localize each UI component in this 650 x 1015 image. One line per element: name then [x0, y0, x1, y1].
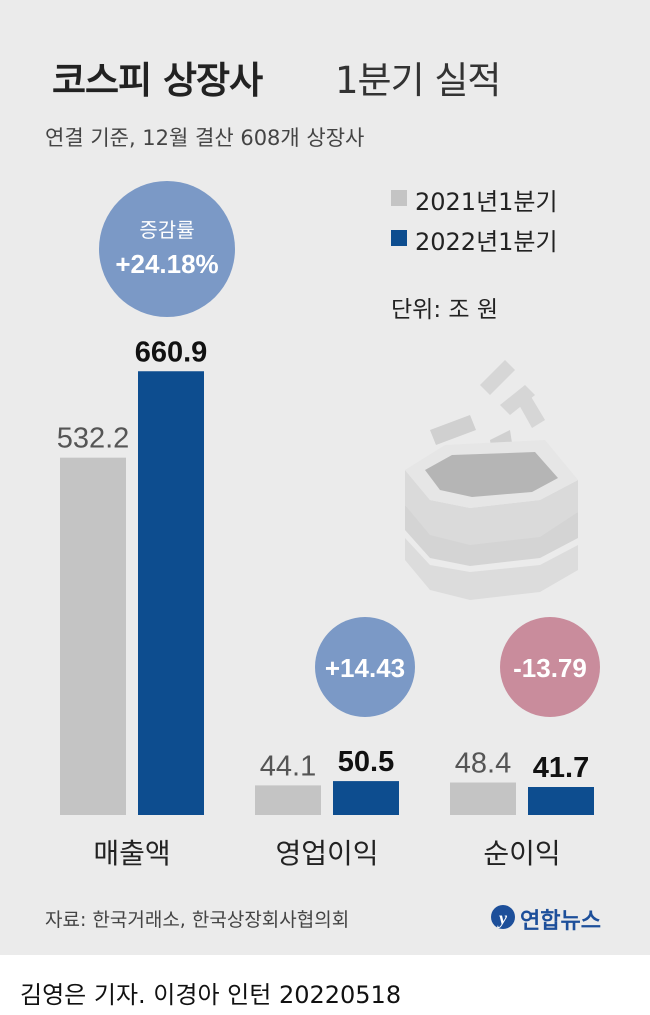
change-bubble-영업이익 — [315, 617, 415, 717]
data-label-매출액-2021년1분기: 532.2 — [57, 423, 130, 455]
bar-순이익-2022년1분기 — [528, 787, 594, 815]
data-label-영업이익-2021년1분기: 44.1 — [260, 750, 316, 782]
legend-label-2021: 2021년1분기 — [415, 188, 558, 216]
unit-label: 단위: 조 원 — [391, 297, 499, 323]
data-label-순이익-2022년1분기: 41.7 — [533, 752, 589, 784]
change-value-영업이익: +14.43 — [325, 653, 405, 683]
credit-line: 김영은 기자. 이경아 인턴 20220518 — [20, 981, 402, 1009]
legend-label-2022: 2022년1분기 — [415, 228, 558, 256]
change-bubble-매출액 — [99, 181, 235, 317]
bar-chart: 532.2 660.9 매출액 증감률 +24.18% 44.1 50.5 영업이익 +14.4… — [57, 181, 600, 870]
change-heading-매출액: 증감률 — [139, 218, 194, 242]
data-label-영업이익-2022년1분기: 50.5 — [338, 746, 394, 778]
yonhap-logo-icon: y — [491, 905, 515, 929]
cash-box-illustration — [405, 360, 578, 600]
svg-text:y: y — [497, 908, 508, 928]
bar-영업이익-2022년1분기 — [333, 781, 399, 815]
yonhap-logo: y 연합뉴스 — [488, 900, 601, 938]
bar-매출액-2021년1분기 — [60, 457, 126, 815]
source-note: 자료: 한국거래소, 한국상장회사협의회 — [45, 909, 350, 931]
category-label-순이익: 순이익 — [483, 837, 560, 870]
chart-title: 코스피 상장사 — [52, 59, 263, 102]
category-label-영업이익: 영업이익 — [275, 837, 378, 870]
category-label-매출액: 매출액 — [93, 837, 170, 870]
chart-title-suffix: 1분기 실적 — [335, 59, 501, 102]
chart-subtitle: 연결 기준, 12월 결산 608개 상장사 — [45, 126, 365, 150]
bar-매출액-2022년1분기 — [138, 371, 204, 815]
yonhap-logo-text: 연합뉴스 — [520, 909, 601, 934]
legend-swatch-2022 — [391, 230, 407, 246]
bar-영업이익-2021년1분기 — [255, 785, 321, 815]
legend-swatch-2021 — [391, 190, 407, 206]
change-bubble-순이익 — [500, 617, 600, 717]
change-value-매출액: +24.18% — [115, 249, 218, 279]
bar-순이익-2021년1분기 — [450, 782, 516, 815]
data-label-매출액-2022년1분기: 660.9 — [135, 336, 208, 368]
change-value-순이익: -13.79 — [513, 653, 587, 683]
data-label-순이익-2021년1분기: 48.4 — [455, 748, 511, 780]
